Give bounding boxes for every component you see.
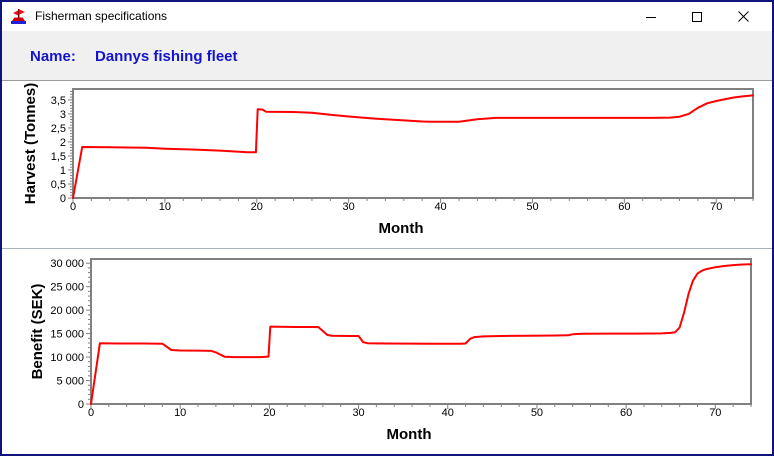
x-axis-title: Month xyxy=(387,426,432,443)
plot-border xyxy=(90,258,752,405)
window-title: Fisherman specifications xyxy=(35,9,168,23)
x-tick-label: 30 xyxy=(352,407,364,419)
plot-border xyxy=(72,88,754,199)
benefit-line xyxy=(90,263,752,405)
charts-area: 0 10 20 30 40 50 60 70 0 0,5 1 1,5 2 2,5 3 3,5 Harvest (… xyxy=(2,82,772,454)
y-tick-label: 15 000 xyxy=(50,329,84,341)
app-boat-icon xyxy=(9,7,28,26)
y-tick-label: 25 000 xyxy=(50,282,84,294)
x-tick-label: 10 xyxy=(174,407,186,419)
name-value: Dannys fishing fleet xyxy=(95,48,238,65)
x-tick-label: 60 xyxy=(618,201,630,213)
x-tick-label: 70 xyxy=(710,201,722,213)
x-tick-label: 30 xyxy=(343,201,355,213)
x-tick-label: 20 xyxy=(251,201,263,213)
x-tick-label: 70 xyxy=(709,407,721,419)
name-label: Name: xyxy=(30,48,76,65)
window-controls xyxy=(628,2,766,31)
x-axis-title: Month xyxy=(379,220,424,237)
y-tick-label: 20 000 xyxy=(50,305,84,317)
y-tick-label: 10 000 xyxy=(50,352,84,364)
x-tick-label: 20 xyxy=(263,407,275,419)
harvest-chart: 0 10 20 30 40 50 60 70 0 0,5 1 1,5 2 2,5 3 3,5 Harvest (… xyxy=(22,83,754,237)
y-tick-label: 0,5 xyxy=(51,179,66,191)
y-tick-label: 1,5 xyxy=(51,151,66,163)
titlebar: Fisherman specifications xyxy=(2,2,772,31)
maximize-button[interactable] xyxy=(674,2,720,31)
minimize-button[interactable] xyxy=(628,2,674,31)
harvest-line xyxy=(72,94,754,199)
y-tick-label: 0 xyxy=(78,399,84,411)
y-tick-label: 2,5 xyxy=(51,123,66,135)
name-row: Name: Dannys fishing fleet xyxy=(2,31,772,81)
close-icon xyxy=(737,11,749,22)
minimize-icon xyxy=(646,16,656,18)
y-tick-label: 3 xyxy=(60,109,66,121)
x-tick-label: 60 xyxy=(620,407,632,419)
x-tick-label: 50 xyxy=(531,407,543,419)
x-tick-label: 0 xyxy=(88,407,94,419)
y-tick-label: 3,5 xyxy=(51,95,66,107)
y-axis-title: Benefit (SEK) xyxy=(29,284,46,380)
y-tick-label: 1 xyxy=(60,165,66,177)
x-tick-label: 40 xyxy=(434,201,446,213)
y-axis-title: Harvest (Tonnes) xyxy=(22,83,39,204)
section-divider xyxy=(2,248,772,249)
maximize-icon xyxy=(692,11,702,22)
x-tick-label: 50 xyxy=(526,201,538,213)
benefit-chart: 0 10 20 30 40 50 60 70 0 5 000 10 000 15 000 20 000 2… xyxy=(29,258,752,443)
y-tick-label: 30 000 xyxy=(50,258,84,270)
y-tick-label: 2 xyxy=(60,137,66,149)
y-tick-label: 5 000 xyxy=(56,376,84,388)
x-tick-label: 0 xyxy=(70,201,76,213)
x-tick-label: 10 xyxy=(159,201,171,213)
close-button[interactable] xyxy=(720,2,766,31)
x-tick-label: 40 xyxy=(442,407,454,419)
y-tick-label: 0 xyxy=(60,193,66,205)
